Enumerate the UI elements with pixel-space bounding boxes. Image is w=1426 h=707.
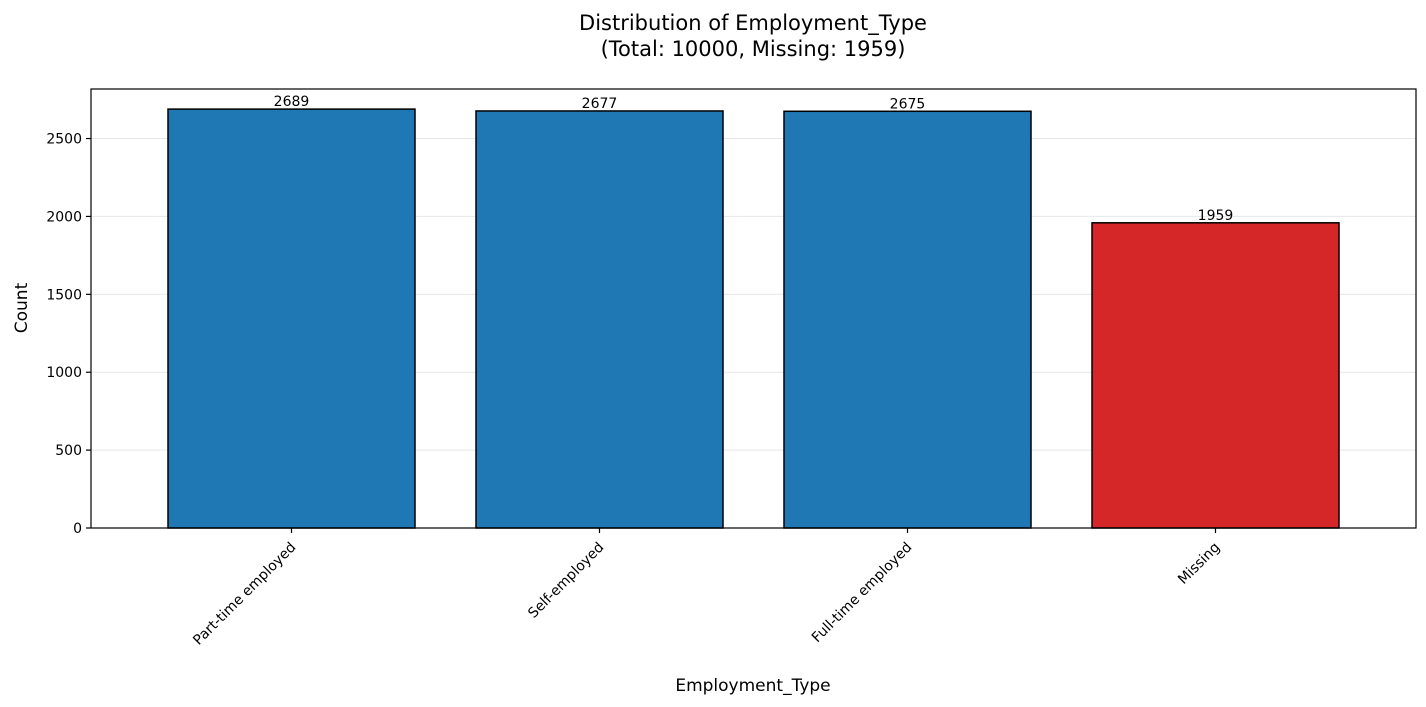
x-tick-label: Part-time employed (190, 540, 299, 649)
y-tick-label: 0 (73, 521, 82, 537)
x-axis-label: Employment_Type (675, 676, 830, 696)
bar (167, 108, 416, 529)
y-axis-ticks: 0 500 1000 1500 2000 2500 (46, 132, 91, 537)
bar (783, 110, 1032, 529)
data-labels: 2689 2677 2675 1959 (274, 94, 1234, 224)
y-tick-label: 2500 (46, 132, 82, 148)
x-axis-ticks: Part-time employed Self-employed Full-time… (190, 528, 1223, 649)
data-label: 1959 (1198, 208, 1234, 224)
x-tick-label: Missing (1175, 540, 1223, 588)
data-label: 2677 (582, 96, 618, 112)
chart-subtitle: (Total: 10000, Missing: 1959) (601, 37, 906, 61)
y-tick-label: 500 (55, 443, 82, 459)
data-label: 2689 (274, 94, 310, 110)
bars (167, 108, 1340, 529)
data-label: 2675 (890, 96, 926, 112)
plot-frame (90, 88, 1417, 529)
chart-title: Distribution of Employment_Type (579, 11, 927, 36)
bar (475, 110, 724, 529)
y-tick-label: 2000 (46, 209, 82, 225)
y-tick-label: 1500 (46, 287, 82, 303)
x-tick-label: Full-time employed (809, 540, 915, 646)
x-tick-label: Self-employed (525, 540, 607, 622)
y-tick-label: 1000 (46, 365, 82, 381)
bar (1091, 222, 1340, 529)
y-axis-label: Count (12, 282, 32, 333)
